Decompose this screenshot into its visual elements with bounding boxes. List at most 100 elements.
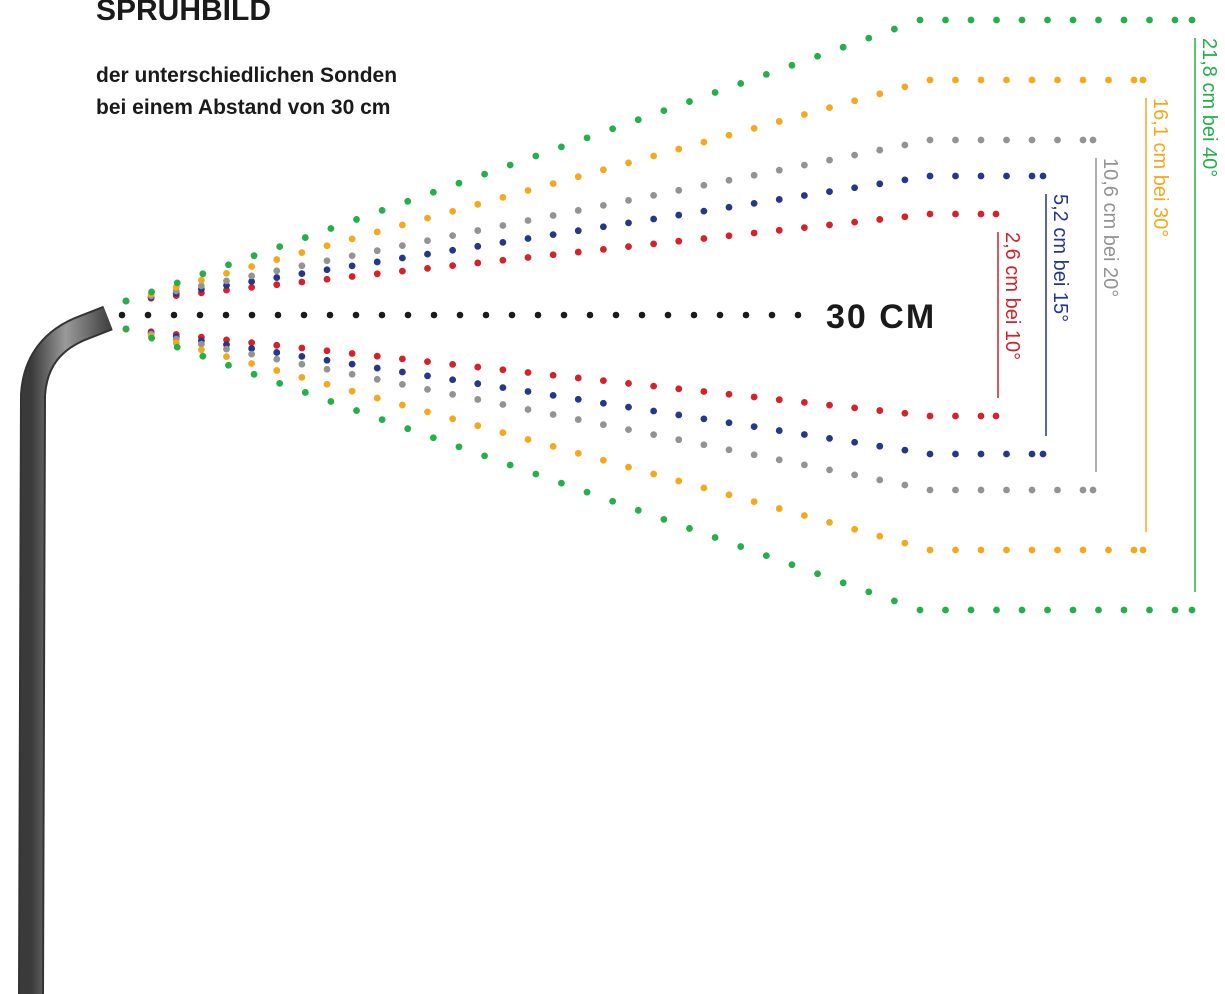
spray-dot — [424, 358, 431, 366]
spray-dot — [323, 380, 331, 388]
spray-dot — [800, 431, 808, 438]
center-dot — [482, 311, 490, 319]
spray-dot — [876, 146, 884, 154]
spray-dot — [977, 546, 985, 554]
spray-dot — [1120, 16, 1128, 24]
spray-dot — [901, 446, 909, 454]
spray-dot — [499, 384, 507, 391]
spray-dot — [926, 412, 934, 420]
spray-dot — [775, 427, 783, 434]
spray-dot — [700, 138, 708, 146]
spray-dot — [977, 76, 985, 84]
spray-dot — [609, 497, 617, 505]
spray-dot — [223, 286, 230, 294]
spray-dot — [323, 257, 331, 265]
spray-dot — [952, 76, 959, 84]
spray-dot — [273, 355, 281, 363]
spray-dot — [398, 242, 406, 250]
spray-dot — [977, 136, 985, 144]
spray-dot — [800, 111, 808, 118]
spray-dot — [826, 156, 833, 164]
spray-dot — [625, 243, 632, 251]
probe-label: 16,1 cm bei 30° — [1149, 98, 1171, 237]
center-dot — [404, 311, 412, 319]
spray-dot — [455, 443, 463, 451]
spray-dot — [549, 212, 557, 219]
spray-dot — [775, 226, 783, 234]
spray-dot — [775, 456, 783, 464]
center-dot — [456, 311, 464, 319]
subtitle: der unterschiedlichen Sonden — [96, 64, 397, 87]
spray-dot — [599, 456, 607, 464]
spray-dot — [700, 415, 708, 423]
spray-dot — [348, 360, 356, 368]
spray-dot — [851, 184, 859, 192]
spray-dot — [609, 125, 617, 133]
probe-labels: 2,6 cm bei 10° 5,2 cm bei 15° 10,6 cm bei … — [997, 38, 1220, 592]
spray-dot — [952, 486, 959, 494]
spray-dot — [398, 380, 406, 388]
spray-dot — [248, 339, 256, 346]
center-dot — [612, 311, 620, 319]
spray-dot — [225, 261, 232, 269]
spray-dot — [952, 450, 959, 458]
spray-dot — [826, 221, 833, 229]
spray-dot — [323, 347, 331, 355]
spray-dot — [599, 399, 607, 407]
spray-dot — [926, 172, 934, 180]
spray-dot — [650, 407, 658, 415]
spray-dot — [348, 252, 356, 260]
spray-dot — [1079, 486, 1087, 494]
spray-dot — [122, 297, 130, 305]
spray-dot — [876, 407, 884, 414]
spray-dot — [558, 479, 565, 487]
spray-dot — [675, 186, 683, 194]
center-dot — [768, 311, 776, 319]
spray-dot — [750, 124, 758, 132]
spray-dot — [1028, 136, 1036, 144]
spray-dot — [725, 419, 733, 427]
spray-dot — [675, 237, 683, 245]
spray-dot — [1069, 16, 1077, 24]
spray-dot — [474, 227, 482, 234]
center-dot — [430, 311, 438, 319]
spray-dot — [323, 266, 331, 274]
spray-dot — [901, 176, 909, 184]
spray-dot — [499, 194, 507, 201]
spray-dot — [298, 262, 306, 270]
spray-dot — [1139, 76, 1147, 84]
spray-dot — [876, 216, 884, 223]
spray-dot — [851, 97, 859, 105]
spray-dot — [1069, 606, 1077, 614]
spray-dot — [942, 16, 949, 24]
spray-dot — [977, 412, 985, 420]
spray-dot — [634, 506, 642, 514]
spray-dot — [952, 210, 959, 218]
spray-dot — [298, 270, 306, 278]
spray-dot — [323, 242, 331, 250]
spray-dot — [173, 279, 181, 287]
spray-dot — [424, 372, 431, 380]
spray-dot — [378, 416, 386, 424]
spray-dot — [197, 276, 205, 284]
spray-dot — [788, 61, 796, 69]
spray-dot — [532, 470, 540, 478]
spray-dot — [952, 546, 959, 554]
spray-dot — [524, 217, 532, 224]
pipe — [20, 307, 113, 994]
spray-dot — [700, 388, 708, 395]
spray-dot — [725, 232, 733, 240]
center-dot — [274, 311, 282, 319]
spray-dot — [775, 118, 783, 125]
spray-dot — [750, 171, 758, 179]
spray-dot — [273, 367, 281, 374]
spray-dot — [625, 403, 632, 411]
spray-dot — [298, 352, 306, 360]
spray-dot — [1039, 172, 1047, 180]
spray-dot — [750, 199, 758, 207]
center-dot — [664, 311, 672, 319]
spray-dot — [1003, 76, 1010, 84]
spray-dot — [301, 389, 309, 396]
center-dot — [222, 311, 230, 319]
